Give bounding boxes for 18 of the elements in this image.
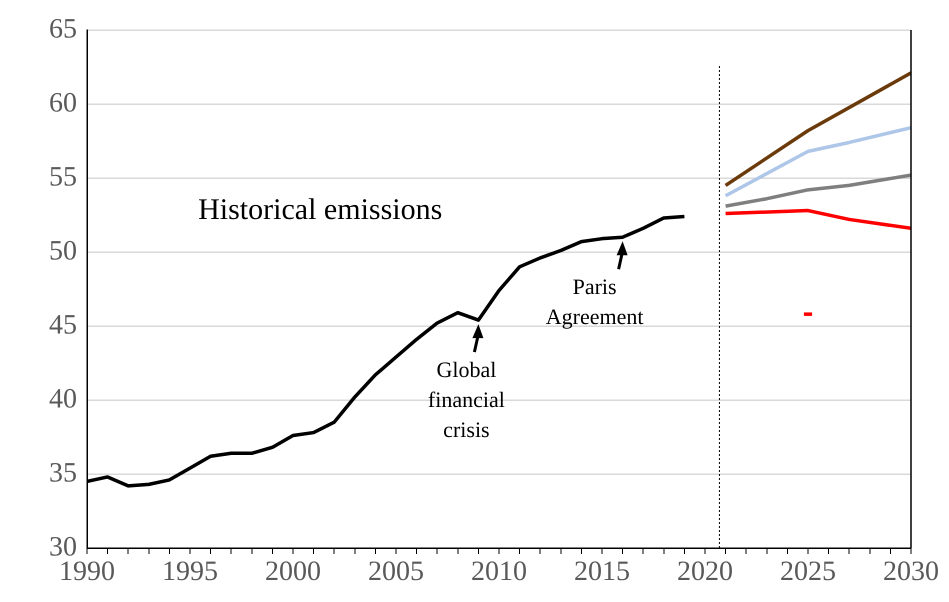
y-tick-label: 35	[49, 457, 77, 488]
x-tick-label: 2000	[265, 556, 321, 588]
y-tick-label: 45	[49, 309, 77, 340]
x-tick-label: 2030	[883, 556, 939, 588]
y-tick-label: 50	[49, 235, 77, 266]
y-tick-label: 55	[49, 161, 77, 192]
x-tick-label: 1995	[162, 556, 218, 588]
annotation: Global financial crisis	[428, 356, 505, 442]
x-tick-label: 2025	[780, 556, 836, 588]
annotation: Paris Agreement	[546, 274, 644, 329]
x-tick-label: 2020	[677, 556, 733, 588]
x-tick-label: 2015	[574, 556, 630, 588]
annotation: Historical emissions	[198, 193, 442, 226]
x-tick-label: 2005	[368, 556, 424, 588]
x-tick-label: 2010	[471, 556, 527, 588]
y-tick-label: 60	[49, 87, 77, 118]
y-tick-label: 40	[49, 383, 77, 414]
y-tick-label: 65	[49, 13, 77, 44]
